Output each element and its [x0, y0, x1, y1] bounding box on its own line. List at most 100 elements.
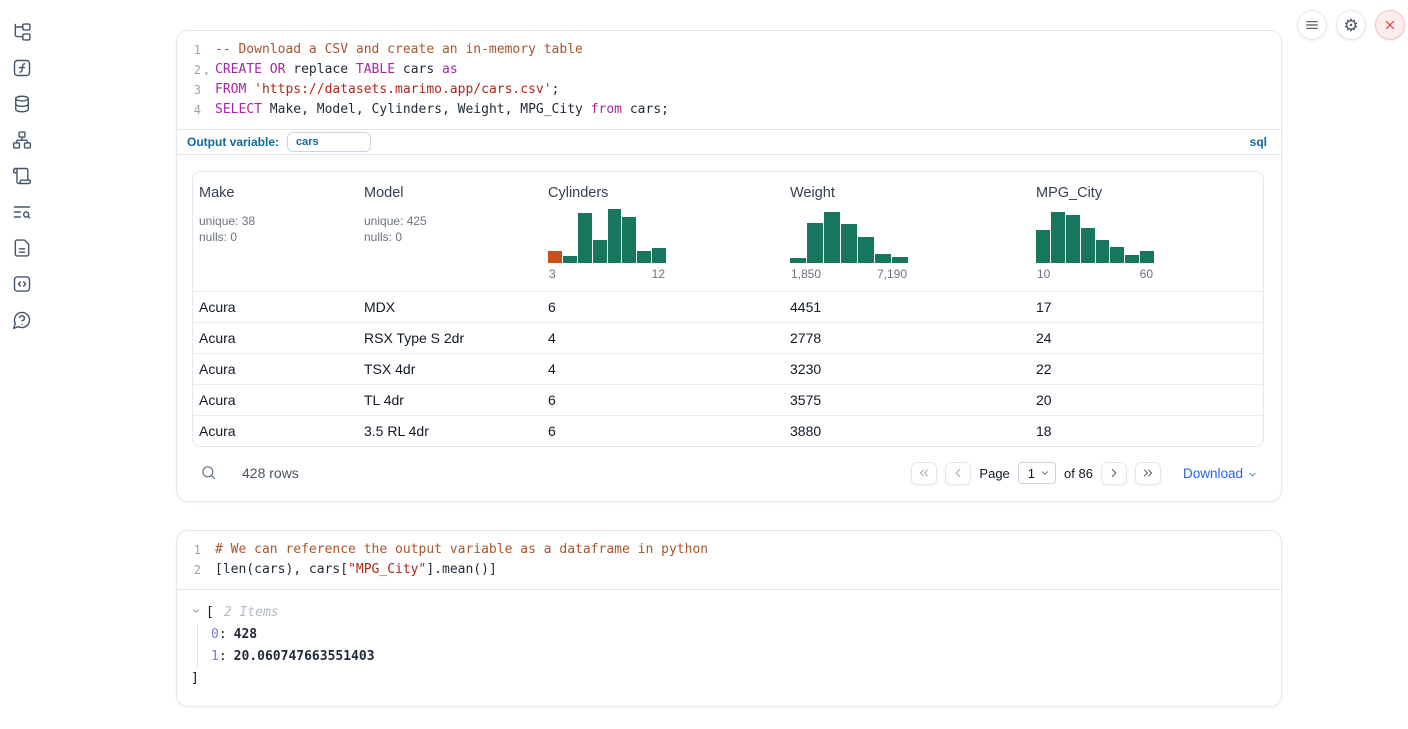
- menu-button[interactable]: [1297, 10, 1327, 40]
- download-button[interactable]: Download: [1183, 466, 1258, 481]
- mpg-city-histogram[interactable]: [1036, 209, 1154, 263]
- table-cell: 4: [542, 323, 784, 353]
- table-header-row: Make unique: 38 nulls: 0 Model unique: 4…: [193, 172, 1263, 291]
- settings-button[interactable]: ⚙: [1336, 10, 1366, 40]
- table-cell: Acura: [193, 385, 358, 415]
- hamburger-icon: [1304, 17, 1320, 33]
- column-stat: unique: 425: [364, 213, 542, 229]
- code-line: 1# We can reference the output variable …: [177, 540, 1281, 560]
- hist-max-label: 12: [652, 267, 665, 281]
- histogram-bar: [1110, 247, 1124, 263]
- histogram-bar: [1140, 251, 1154, 263]
- histogram-bar: [593, 240, 607, 263]
- histogram-bar: [1125, 255, 1139, 263]
- chevron-right-icon: [1107, 466, 1121, 480]
- file-explorer-icon[interactable]: [12, 22, 32, 42]
- output-variable-input[interactable]: [287, 132, 371, 152]
- code-line: 2CREATE OR replace TABLE cars as: [177, 60, 1281, 80]
- sql-cell-footer: Output variable: sql: [177, 129, 1281, 155]
- sql-cell-output: Make unique: 38 nulls: 0 Model unique: 4…: [177, 155, 1281, 501]
- table-cell: 3230: [784, 354, 1030, 384]
- histogram-bar: [652, 248, 666, 263]
- line-number: 1: [177, 40, 201, 60]
- page-select[interactable]: 1: [1018, 462, 1056, 484]
- python-code-editor[interactable]: 1# We can reference the output variable …: [177, 531, 1281, 589]
- table-cell: Acura: [193, 323, 358, 353]
- sql-code-editor[interactable]: 1-- Download a CSV and create an in-memo…: [177, 31, 1281, 129]
- table-row[interactable]: Acura3.5 RL 4dr6388018: [193, 415, 1263, 446]
- output-list: 0:4281:20.060747663551403: [197, 624, 1267, 668]
- histogram-bar: [790, 258, 806, 263]
- table-cell: 3575: [784, 385, 1030, 415]
- histogram-bar: [1051, 212, 1065, 263]
- last-page-button[interactable]: [1135, 462, 1161, 485]
- notebook-actions: ⚙: [1297, 10, 1405, 40]
- chevron-left-icon: [951, 466, 965, 480]
- snippets-icon[interactable]: [12, 274, 32, 294]
- column-header-make[interactable]: Make unique: 38 nulls: 0: [193, 185, 358, 281]
- database-icon[interactable]: [12, 94, 32, 114]
- search-icon[interactable]: [200, 464, 218, 482]
- table-cell: TL 4dr: [358, 385, 542, 415]
- documentation-icon[interactable]: [12, 238, 32, 258]
- line-number: 3: [177, 80, 201, 100]
- table-cell: 6: [542, 416, 784, 446]
- chevron-down-icon: [1247, 469, 1258, 480]
- shutdown-button[interactable]: [1375, 10, 1405, 40]
- table-cell: 3880: [784, 416, 1030, 446]
- histogram-bar: [578, 213, 592, 263]
- table-row[interactable]: AcuraRSX Type S 2dr4277824: [193, 322, 1263, 353]
- open-bracket: [: [206, 602, 214, 624]
- sql-cell: 1-- Download a CSV and create an in-memo…: [176, 30, 1282, 502]
- help-icon[interactable]: [12, 310, 32, 330]
- code-line: 4SELECT Make, Model, Cylinders, Weight, …: [177, 100, 1281, 120]
- language-badge[interactable]: sql: [1250, 135, 1267, 149]
- collapse-chevron-icon[interactable]: [191, 602, 206, 624]
- histogram-bar: [563, 256, 577, 263]
- cylinders-histogram[interactable]: [548, 209, 666, 263]
- scratchpad-icon[interactable]: [12, 166, 32, 186]
- row-count: 428 rows: [242, 465, 299, 481]
- histogram-bar: [875, 254, 891, 263]
- table-cell: MDX: [358, 292, 542, 322]
- table-cell: TSX 4dr: [358, 354, 542, 384]
- line-number: 2: [177, 60, 201, 80]
- dependency-graph-icon[interactable]: [12, 130, 32, 150]
- column-stat: nulls: 0: [364, 229, 542, 245]
- histogram-bar: [608, 209, 622, 263]
- column-stat: unique: 38: [199, 213, 358, 229]
- histogram-bar: [548, 251, 562, 263]
- column-stat: nulls: 0: [199, 229, 358, 245]
- fold-chevron-icon[interactable]: [201, 60, 215, 80]
- histogram-bar: [841, 224, 857, 263]
- table-cell: 3.5 RL 4dr: [358, 416, 542, 446]
- sidebar: [0, 0, 44, 729]
- functions-icon[interactable]: [12, 58, 32, 78]
- table-row[interactable]: AcuraTSX 4dr4323022: [193, 353, 1263, 384]
- table-cell: RSX Type S 2dr: [358, 323, 542, 353]
- python-cell: 1# We can reference the output variable …: [176, 530, 1282, 707]
- chevrons-left-icon: [917, 466, 931, 480]
- hist-min-label: 10: [1037, 267, 1050, 281]
- hist-max-label: 60: [1140, 267, 1153, 281]
- table-cell: 17: [1030, 292, 1263, 322]
- first-page-button[interactable]: [911, 462, 937, 485]
- line-number: 2: [177, 560, 201, 580]
- next-page-button[interactable]: [1101, 462, 1127, 485]
- logs-search-icon[interactable]: [12, 202, 32, 222]
- column-header-weight[interactable]: Weight 1,850 7,190: [784, 185, 1030, 281]
- code-line: 3FROM 'https://datasets.marimo.app/cars.…: [177, 80, 1281, 100]
- output-variable-label: Output variable:: [187, 135, 279, 149]
- histogram-bar: [892, 257, 908, 263]
- column-header-mpg-city[interactable]: MPG_City 10 60: [1030, 185, 1263, 281]
- histogram-bar: [1081, 228, 1095, 263]
- weight-histogram[interactable]: [790, 209, 908, 263]
- hist-max-label: 7,190: [877, 267, 907, 281]
- previous-page-button[interactable]: [945, 462, 971, 485]
- items-count-label: 2 Items: [224, 602, 279, 624]
- column-header-cylinders[interactable]: Cylinders 3 12: [542, 185, 784, 281]
- column-header-model[interactable]: Model unique: 425 nulls: 0: [358, 185, 542, 281]
- table-row[interactable]: AcuraMDX6445117: [193, 291, 1263, 322]
- table-cell: Acura: [193, 416, 358, 446]
- table-row[interactable]: AcuraTL 4dr6357520: [193, 384, 1263, 415]
